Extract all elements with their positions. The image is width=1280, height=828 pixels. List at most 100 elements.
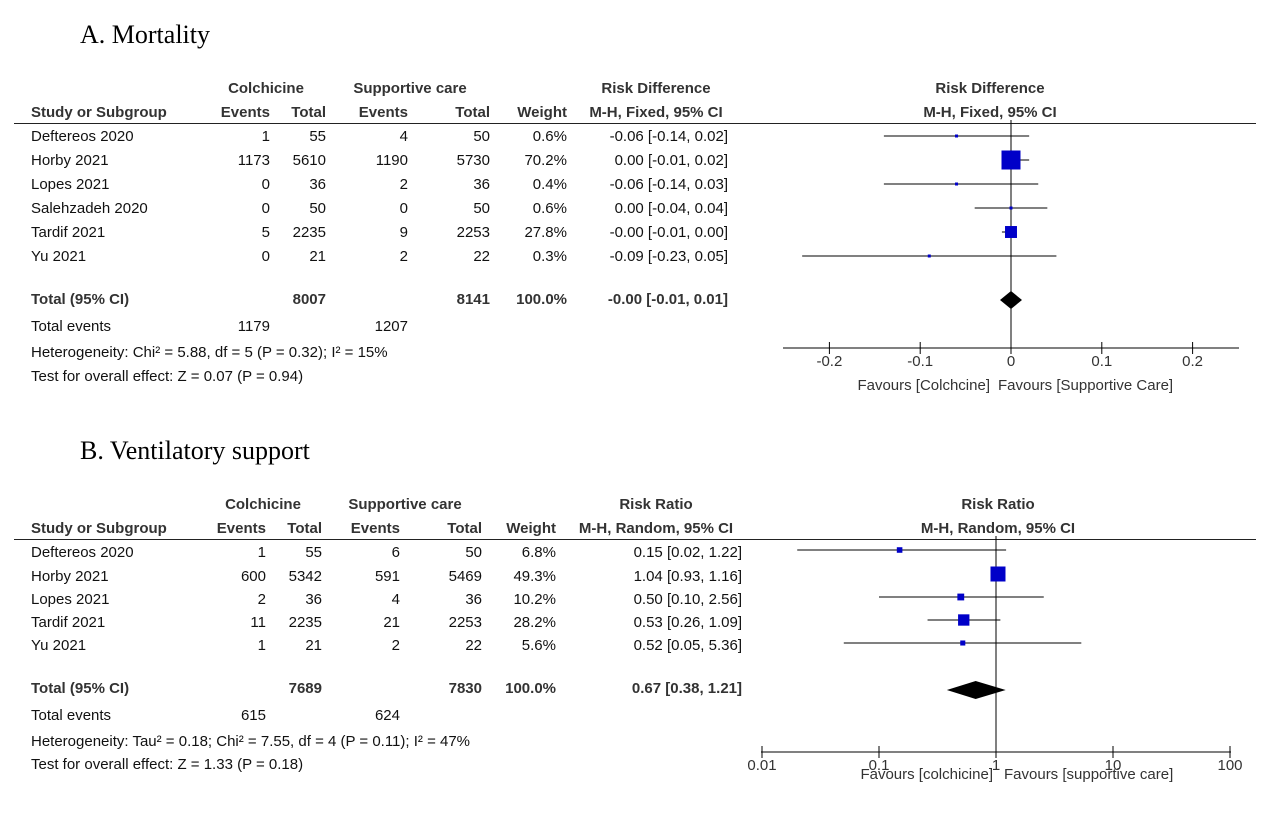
study-name: Lopes 2021	[31, 591, 110, 608]
x-tick-label: 10	[1105, 757, 1122, 774]
effect-metric-header: Risk Difference	[601, 80, 711, 97]
table-row: Lopes 2021 0 36 2 36 0.4% -0.06 [-0.14, …	[0, 176, 760, 198]
table-row: Tardif 2021 5 2235 9 2253 27.8% -0.00 [-…	[0, 224, 760, 246]
events2-column-header: Events	[358, 104, 408, 121]
events1: 11	[250, 614, 266, 631]
x-tick-label: 100	[1217, 757, 1242, 774]
events1: 1	[257, 637, 266, 654]
effect-ci: 1.04 [0.93, 1.16]	[633, 568, 742, 585]
panel-mortality: A. Mortality Colchicine Supportive care …	[0, 0, 1256, 414]
group1-header: Colchicine	[225, 496, 301, 513]
total1: 21	[309, 248, 326, 265]
total-events-row: Total events 615 624	[0, 707, 760, 729]
study-point	[896, 547, 903, 553]
study-point	[1001, 150, 1021, 170]
study-column-header: Study or Subgroup	[31, 104, 167, 121]
study-column-header: Study or Subgroup	[31, 520, 167, 537]
effect-ci: 0.52 [0.05, 5.36]	[633, 637, 742, 654]
study-name: Yu 2021	[31, 248, 87, 265]
table-row: Deftereos 2020 1 55 4 50 0.6% -0.06 [-0.…	[0, 128, 760, 150]
ci-column-header: M-H, Fixed, 95% CI	[589, 104, 723, 121]
study-name: Deftereos 2020	[31, 128, 134, 145]
pooled-diamond	[946, 681, 1006, 699]
study-point	[958, 614, 970, 626]
table-row: Horby 2021 600 5342 591 5469 49.3% 1.04 …	[0, 568, 760, 590]
events2: 591	[374, 568, 400, 585]
events1-column-header: Events	[220, 104, 270, 121]
study-name: Lopes 2021	[31, 176, 110, 193]
total2: 36	[465, 591, 482, 608]
study-point	[960, 640, 966, 646]
total1-column-header: Total	[291, 104, 326, 121]
effect-ci: 0.15 [0.02, 1.22]	[633, 544, 742, 561]
table-row: Lopes 2021 2 36 4 36 10.2% 0.50 [0.10, 2…	[0, 591, 760, 613]
total2-column-header: Total	[447, 520, 482, 537]
study-point	[927, 254, 931, 258]
forest-plot: 0.01 0.1 1 10 100	[747, 536, 1243, 774]
favours-left: Favours [colchicine]	[860, 766, 993, 783]
plot-subtitle: M-H, Fixed, 95% CI	[923, 104, 1057, 121]
panel-title: A. Mortality	[80, 20, 210, 49]
study-point	[955, 134, 959, 138]
total1-column-header: Total	[287, 520, 322, 537]
events1: 0	[261, 200, 270, 217]
panel-ventilatory-support: B. Ventilatory support Colchicine Suppor…	[0, 414, 1280, 828]
weight: 49.3%	[513, 568, 556, 585]
total-label: Total (95% CI)	[31, 291, 130, 308]
group2-header: Supportive care	[353, 80, 467, 97]
table-row: Tardif 2021 11 2235 21 2253 28.2% 0.53 […	[0, 614, 760, 636]
total2: 50	[465, 544, 482, 561]
events1-column-header: Events	[216, 520, 266, 537]
study-point	[957, 593, 965, 601]
events2: 2	[399, 176, 408, 193]
total-row: Total (95% CI) 7689 7830 100.0% 0.67 [0.…	[0, 680, 760, 702]
study-name: Yu 2021	[31, 637, 87, 654]
total-row: Total (95% CI) 8007 8141 100.0% -0.00 [-…	[0, 291, 760, 313]
effect-ci: 0.00 [-0.04, 0.04]	[614, 200, 728, 217]
weight: 0.6%	[532, 128, 567, 145]
effect-ci: -0.09 [-0.23, 0.05]	[609, 248, 728, 265]
table-row: Salehzadeh 2020 0 50 0 50 0.6% 0.00 [-0.…	[0, 200, 760, 222]
table-row: Horby 2021 1173 5610 1190 5730 70.2% 0.0…	[0, 152, 760, 174]
total1: 55	[309, 128, 326, 145]
study-point	[1005, 226, 1017, 238]
table-row: Yu 2021 1 21 2 22 5.6% 0.52 [0.05, 5.36]	[0, 637, 760, 659]
study-name: Tardif 2021	[31, 614, 106, 631]
study-name: Salehzadeh 2020	[31, 200, 148, 217]
effect-ci: 0.53 [0.26, 1.09]	[633, 614, 742, 631]
events2: 4	[391, 591, 400, 608]
weight-column-header: Weight	[506, 520, 556, 537]
plot-title: Risk Difference	[935, 80, 1045, 97]
plot-title: Risk Ratio	[961, 496, 1035, 513]
total1: 5342	[288, 568, 322, 585]
x-tick-label: 0.1	[1091, 353, 1112, 370]
forest-table: Colchicine Supportive care Risk Differen…	[0, 0, 1256, 414]
total-events-label: Total events	[31, 318, 112, 335]
overall-effect-text: Test for overall effect: Z = 1.33 (P = 0…	[31, 756, 304, 773]
total2-column-header: Total	[455, 104, 490, 121]
events2: 2	[399, 248, 408, 265]
effect-ci: 0.00 [-0.01, 0.02]	[614, 152, 728, 169]
total2: 50	[473, 128, 490, 145]
total-label: Total (95% CI)	[31, 680, 130, 697]
events1: 0	[261, 176, 270, 193]
effect-ci: -0.06 [-0.14, 0.02]	[609, 128, 728, 145]
group2-header: Supportive care	[348, 496, 462, 513]
events2: 6	[391, 544, 400, 561]
weight: 5.6%	[521, 637, 556, 654]
total1: 2235	[292, 224, 326, 241]
events2: 2	[391, 637, 400, 654]
weight: 0.6%	[532, 200, 567, 217]
study-name: Horby 2021	[31, 152, 109, 169]
x-tick-label: 1	[992, 757, 1000, 774]
weight: 6.8%	[521, 544, 556, 561]
favours-right: Favours [supportive care]	[1004, 766, 1174, 783]
total1: 36	[309, 176, 326, 193]
events1: 600	[240, 568, 266, 585]
total2: 7830	[448, 680, 482, 697]
events1: 1	[257, 544, 266, 561]
events1: 1173	[237, 152, 270, 169]
weight: 10.2%	[513, 591, 556, 608]
header-divider	[14, 123, 1256, 124]
favours-right: Favours [Supportive Care]	[998, 377, 1174, 394]
